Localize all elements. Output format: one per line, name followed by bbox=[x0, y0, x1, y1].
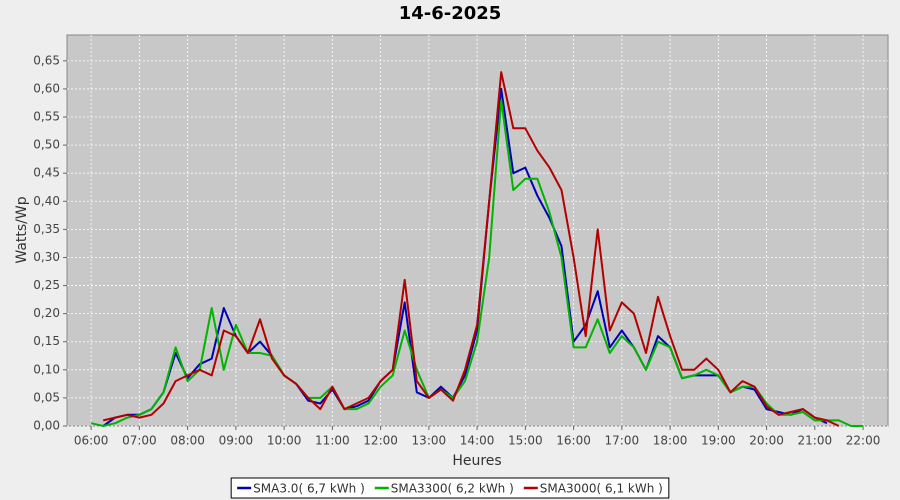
x-tick-label: 16:00 bbox=[556, 434, 591, 448]
x-tick-label: 08:00 bbox=[170, 434, 205, 448]
y-tick-label: 0,40 bbox=[33, 194, 60, 208]
x-tick-label: 18:00 bbox=[653, 434, 688, 448]
x-tick-label: 19:00 bbox=[701, 434, 736, 448]
y-tick-label: 0,00 bbox=[33, 419, 60, 433]
plot-area bbox=[66, 34, 889, 427]
legend: SMA3.0( 6,7 kWh ) SMA3300( 6,2 kWh ) SMA30… bbox=[230, 477, 670, 499]
x-tick-label: 11:00 bbox=[315, 434, 350, 448]
series-line bbox=[102, 87, 828, 427]
x-tick-label: 15:00 bbox=[508, 434, 543, 448]
y-tick-label: 0,05 bbox=[33, 390, 60, 404]
x-tick-label: 14:00 bbox=[460, 434, 495, 448]
y-tick-label: 0,45 bbox=[33, 166, 60, 180]
legend-label: SMA3000( 6,1 kWh ) bbox=[540, 482, 663, 496]
x-tick-label: 17:00 bbox=[605, 434, 640, 448]
y-tick-label: 0,60 bbox=[33, 81, 60, 95]
x-tick-label: 10:00 bbox=[267, 434, 302, 448]
x-tick-label: 13:00 bbox=[412, 434, 447, 448]
x-tick-label: 09:00 bbox=[219, 434, 254, 448]
y-axis-label: Watts/Wp bbox=[14, 196, 30, 263]
legend-label: SMA3.0( 6,7 kWh ) bbox=[253, 482, 365, 496]
y-tick-label: 0,50 bbox=[33, 138, 60, 152]
lines bbox=[90, 71, 864, 427]
chart-title: 14-6-2025 bbox=[399, 3, 502, 24]
legend-label: SMA3300( 6,2 kWh ) bbox=[391, 482, 514, 496]
legend-box bbox=[230, 477, 670, 499]
x-tick-label: 07:00 bbox=[122, 434, 157, 448]
y-tick-label: 0,65 bbox=[33, 53, 60, 67]
series-line bbox=[102, 71, 840, 427]
x-tick-label: 22:00 bbox=[846, 434, 881, 448]
x-tick-label: 20:00 bbox=[749, 434, 784, 448]
y-tick-label: 0,25 bbox=[33, 278, 60, 292]
y-tick-label: 0,15 bbox=[33, 334, 60, 348]
y-tick-label: 0,30 bbox=[33, 250, 60, 264]
x-tick-label: 06:00 bbox=[74, 434, 109, 448]
y-tick-label: 0,20 bbox=[33, 306, 60, 320]
y-tick-label: 0,55 bbox=[33, 110, 60, 124]
grid: 0,00 0,05 0,10 0,15 0,20 0,25 0,30 0,35 0,40 0,45… bbox=[33, 35, 888, 448]
y-tick-label: 0,10 bbox=[33, 362, 60, 376]
x-axis-label: Heures bbox=[452, 453, 501, 469]
x-tick-label: 21:00 bbox=[798, 434, 833, 448]
x-tick-label: 12:00 bbox=[363, 434, 398, 448]
y-tick-label: 0,35 bbox=[33, 222, 60, 236]
